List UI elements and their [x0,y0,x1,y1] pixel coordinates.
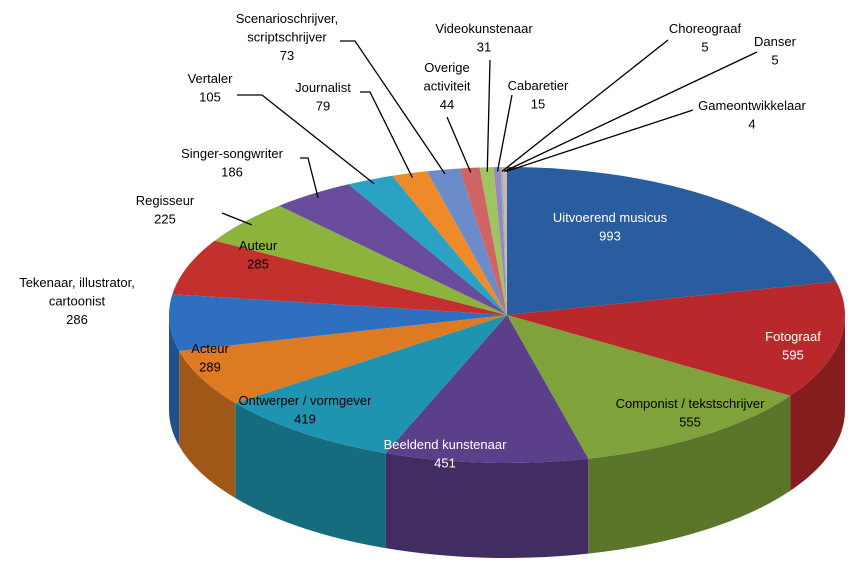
slice [392,171,507,315]
slice [507,281,846,396]
category-label-line: Overige [424,60,470,75]
leader-line [446,116,472,173]
category-label-line: Acteur [191,341,229,356]
category-label: Acteur [191,341,229,356]
category-label: Choreograaf [669,21,742,36]
category-label: Overige activiteit [424,60,471,94]
value-label: 555 [679,415,701,430]
category-label-line: activiteit [424,79,471,94]
category-label: Componist / tekstschrijver [616,396,765,411]
slice [479,167,507,315]
leader-line [505,109,694,173]
slice [507,315,791,459]
slice-side [235,403,386,549]
category-label-line: Singer-songwriter [181,146,284,161]
category-label-line: scriptschrijver [247,30,327,45]
category-label: Ontwerper / vormgever [239,393,373,408]
category-label: Cabaretier [508,78,569,93]
category-label-line: Danser [754,34,797,49]
leader-line [503,51,758,173]
slice [385,315,589,464]
value-label: 73 [280,48,294,63]
category-label-line: Fotograaf [765,329,821,344]
category-label-line: cartoonist [49,294,106,309]
value-label: 5 [701,40,708,55]
leader-line [360,91,413,178]
leader-line [486,59,491,172]
category-label: Gameontwikkelaar [698,98,806,113]
category-label-line: Vertaler [188,71,233,86]
slice-side [179,351,236,499]
slice-side [385,453,589,559]
slice [348,175,507,315]
category-label: Scenarioschrijver, scriptschrijver [236,11,339,45]
slice [214,205,507,315]
value-label: 31 [477,40,491,55]
slice [505,167,507,315]
category-label-line: Tekenaar, illustrator, [19,275,135,290]
leader-line [340,40,446,175]
slice [507,167,837,315]
category-label-line: Journalist [295,80,351,95]
slice [172,240,508,315]
category-label-line: Beeldend kunstenaar [384,437,508,452]
value-label: 186 [221,165,243,180]
value-label: 993 [599,229,621,244]
value-label: 225 [154,212,176,227]
value-label: 595 [782,348,804,363]
category-label-line: Scenarioschrijver, [236,11,339,26]
category-label: Uitvoerend musicus [553,210,668,225]
value-label: 451 [434,456,456,471]
category-label: Videokunstenaar [435,21,533,36]
value-label: 5 [771,53,778,68]
category-label: Beeldend kunstenaar [384,437,508,452]
category-label: Auteur [239,238,278,253]
leader-line [501,39,669,172]
value-label: 4 [748,117,755,132]
category-label-line: Gameontwikkelaar [698,98,806,113]
leader-line [300,157,319,198]
category-label-line: Regisseur [136,193,195,208]
slice [179,315,507,404]
slice-side [169,315,180,447]
slice [279,184,507,315]
category-label-line: Componist / tekstschrijver [616,396,765,411]
slice [426,168,507,315]
slice [500,167,507,315]
leader-line [237,94,375,185]
value-label: 285 [247,257,269,272]
value-label: 44 [440,97,454,112]
value-label: 286 [66,312,88,327]
category-label-line: Ontwerper / vormgever [239,393,373,408]
leader-line [221,212,253,226]
leader-line [496,94,513,172]
value-label: 419 [294,412,316,427]
slice [459,167,507,315]
category-label: Regisseur [136,193,195,208]
category-label-line: Cabaretier [508,78,569,93]
category-label-line: Choreograaf [669,21,742,36]
category-label: Singer-songwriter [181,146,284,161]
slice-side [790,315,845,491]
slice-side [588,395,791,554]
slice [235,315,507,454]
value-label: 289 [199,360,221,375]
value-label: 79 [316,99,330,114]
category-label: Journalist [295,80,351,95]
value-label: 105 [199,90,221,105]
category-label: Danser [754,34,797,49]
value-label: 15 [531,97,545,112]
category-label-line: Videokunstenaar [435,21,533,36]
category-label: Fotograaf [765,329,821,344]
category-label: Tekenaar, illustrator, cartoonist [19,275,135,309]
category-label-line: Uitvoerend musicus [553,210,668,225]
category-label: Vertaler [188,71,233,86]
slice [502,167,507,315]
slice [169,294,507,352]
slice [493,167,507,315]
category-label-line: Auteur [239,238,278,253]
